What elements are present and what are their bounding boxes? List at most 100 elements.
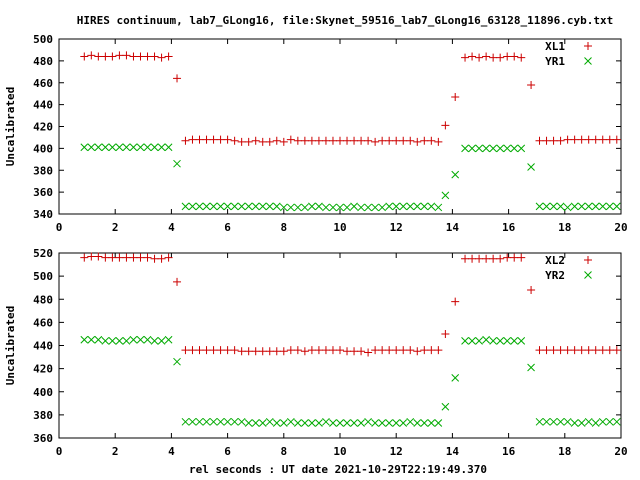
data-point bbox=[461, 144, 469, 153]
data-point bbox=[188, 202, 197, 211]
data-point bbox=[549, 136, 558, 145]
data-point bbox=[399, 419, 408, 427]
data-point bbox=[322, 417, 330, 426]
legend-label: YR2 bbox=[545, 269, 565, 282]
data-point bbox=[527, 286, 536, 294]
data-point bbox=[94, 252, 103, 261]
data-point bbox=[605, 346, 614, 355]
data-point bbox=[101, 143, 110, 152]
data-point bbox=[237, 137, 246, 146]
data-point bbox=[251, 419, 260, 427]
y-tick-label: 380 bbox=[33, 164, 53, 177]
data-point bbox=[434, 346, 443, 355]
legend-label: YR1 bbox=[545, 55, 565, 68]
data-point bbox=[136, 143, 145, 152]
data-point bbox=[94, 335, 103, 344]
data-point bbox=[420, 346, 429, 355]
data-point bbox=[378, 203, 387, 212]
data-point bbox=[371, 203, 379, 212]
x-tick-label: 2 bbox=[112, 221, 119, 234]
data-point bbox=[216, 417, 225, 426]
data-point bbox=[357, 347, 366, 356]
y-tick-label: 400 bbox=[33, 386, 53, 399]
data-point bbox=[286, 417, 295, 426]
data-point bbox=[251, 347, 260, 356]
data-point bbox=[265, 417, 274, 426]
data-point bbox=[420, 136, 429, 145]
data-point bbox=[517, 253, 526, 262]
x-tick-label: 14 bbox=[446, 221, 460, 234]
x-tick-label: 2 bbox=[112, 445, 119, 458]
data-point bbox=[188, 135, 197, 144]
y-tick-label: 460 bbox=[33, 77, 53, 90]
data-point bbox=[605, 202, 614, 211]
data-point bbox=[451, 92, 460, 101]
data-point bbox=[181, 417, 190, 426]
data-point bbox=[378, 419, 387, 427]
data-point bbox=[496, 53, 505, 62]
data-point bbox=[535, 346, 544, 355]
data-point bbox=[202, 417, 211, 426]
data-point bbox=[496, 337, 505, 345]
data-point bbox=[150, 254, 159, 263]
data-point bbox=[329, 203, 337, 212]
data-point bbox=[427, 202, 436, 211]
data-point bbox=[195, 346, 204, 355]
data-point bbox=[510, 253, 519, 262]
x-tick-label: 20 bbox=[614, 221, 627, 234]
data-point bbox=[101, 52, 110, 61]
x-tick-label: 4 bbox=[168, 221, 175, 234]
data-point bbox=[527, 363, 535, 372]
data-point bbox=[150, 52, 159, 61]
data-point bbox=[230, 417, 239, 426]
data-point bbox=[399, 346, 408, 355]
y-tick-label: 440 bbox=[33, 99, 53, 112]
legend-marker bbox=[584, 256, 592, 264]
data-point bbox=[427, 346, 436, 355]
data-point bbox=[482, 254, 491, 263]
data-point bbox=[556, 346, 565, 355]
data-point bbox=[489, 337, 497, 345]
data-point bbox=[549, 417, 558, 426]
data-point bbox=[549, 346, 558, 355]
series-YR1 bbox=[80, 143, 621, 212]
data-point bbox=[279, 203, 288, 212]
data-point bbox=[301, 203, 309, 212]
x-tick-label: 10 bbox=[333, 221, 346, 234]
data-point bbox=[216, 135, 225, 144]
data-point bbox=[230, 346, 239, 355]
x-tick-label: 6 bbox=[224, 221, 231, 234]
data-point bbox=[343, 419, 351, 427]
data-point bbox=[343, 136, 352, 145]
data-point bbox=[321, 346, 330, 355]
data-point bbox=[591, 346, 600, 355]
data-point bbox=[308, 419, 316, 427]
data-point bbox=[150, 143, 159, 152]
data-point bbox=[129, 143, 138, 152]
data-point bbox=[364, 348, 373, 357]
data-point bbox=[258, 202, 267, 211]
data-point bbox=[535, 136, 544, 145]
data-point bbox=[489, 254, 498, 263]
data-point bbox=[136, 253, 145, 262]
data-point bbox=[364, 417, 372, 426]
y-tick-label: 500 bbox=[33, 270, 53, 283]
data-point bbox=[420, 202, 429, 211]
data-point bbox=[300, 347, 309, 356]
data-point bbox=[80, 253, 89, 262]
data-point bbox=[441, 121, 450, 130]
data-point bbox=[385, 136, 394, 145]
data-point bbox=[420, 419, 429, 427]
data-point bbox=[406, 346, 415, 355]
data-point bbox=[315, 419, 323, 427]
data-point bbox=[503, 52, 512, 61]
data-point bbox=[605, 135, 614, 144]
data-point bbox=[343, 203, 351, 212]
data-point bbox=[378, 136, 387, 145]
data-point bbox=[510, 337, 519, 345]
data-point bbox=[101, 253, 110, 262]
data-point bbox=[496, 144, 505, 153]
data-point bbox=[350, 419, 358, 427]
data-point bbox=[258, 137, 267, 146]
data-point bbox=[468, 254, 477, 263]
